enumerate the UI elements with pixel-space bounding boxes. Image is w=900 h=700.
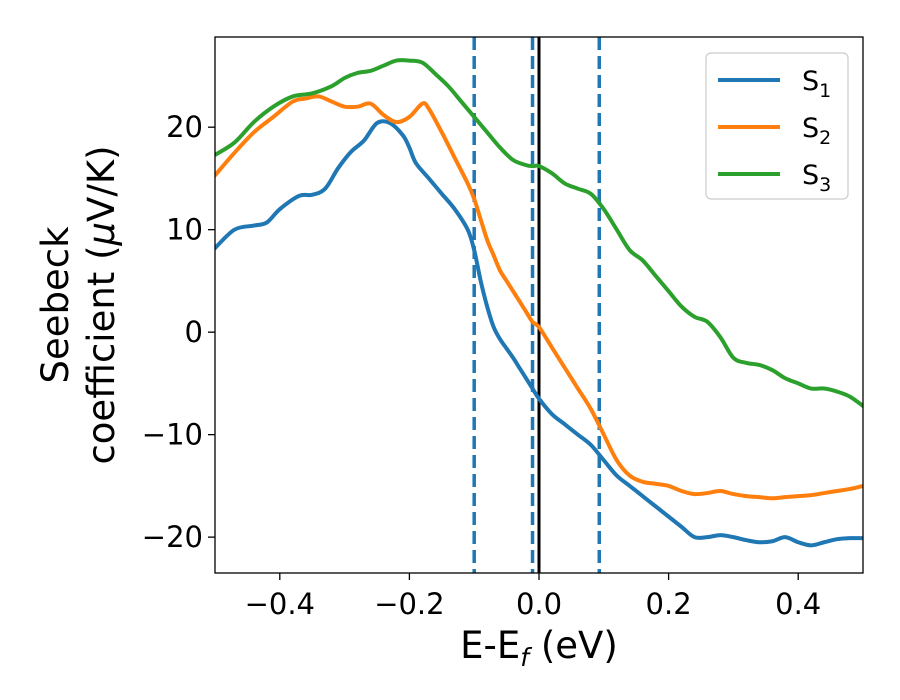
x-tick-label: 0.2 xyxy=(646,587,692,621)
x-tick-label: 0.0 xyxy=(516,587,562,621)
y-tick-label: −20 xyxy=(142,520,203,554)
x-tick-label: −0.4 xyxy=(245,587,315,621)
y-axis-title-line2: coefficient (μV/K) xyxy=(80,145,123,464)
series-line-s2 xyxy=(215,94,863,501)
legend-label-s3: S3 xyxy=(802,160,831,196)
legend: S1 S2 S3 xyxy=(705,52,849,200)
series-lines xyxy=(215,58,863,548)
y-axis-title-line1: Seebeck xyxy=(34,226,77,384)
y-tick-label: 10 xyxy=(166,213,203,247)
legend-label-s2: S2 xyxy=(802,113,831,149)
x-axis-title: E-Ef (eV) xyxy=(460,624,618,672)
x-tick-label: 0.4 xyxy=(775,587,821,621)
series-line-s3 xyxy=(215,58,863,408)
series-line-s1 xyxy=(215,119,863,548)
legend-label-s1: S1 xyxy=(802,66,831,102)
x-tick-label: −0.2 xyxy=(374,587,444,621)
y-tick-label: −10 xyxy=(142,418,203,452)
y-tick-label: 0 xyxy=(185,315,203,349)
y-axis-title: Seebeck coefficient (μV/K) xyxy=(34,145,123,464)
y-tick-label: 20 xyxy=(166,110,203,144)
x-axis-ticks: −0.4 −0.2 0.0 0.2 0.4 xyxy=(245,573,821,621)
reference-lines xyxy=(472,37,602,573)
y-axis-ticks: −20 −10 0 10 20 xyxy=(142,110,215,554)
